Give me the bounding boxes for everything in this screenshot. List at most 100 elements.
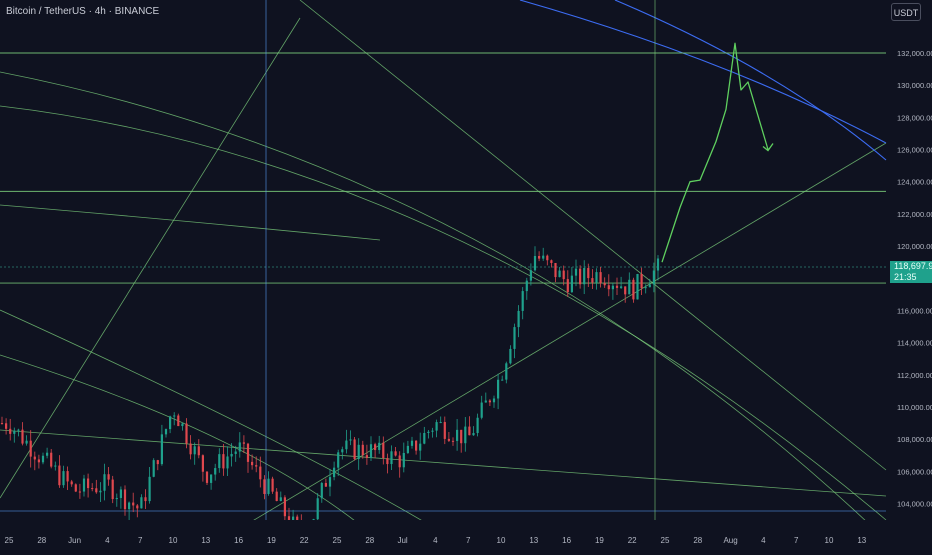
fan-line (0, 105, 887, 521)
candle (644, 287, 647, 289)
price-tick-label: 122,000.00 (897, 210, 932, 219)
candle (390, 451, 393, 465)
candle (357, 444, 360, 459)
time-tick-label: 13 (201, 536, 210, 545)
projection-arrowhead (762, 143, 774, 152)
candle (41, 455, 45, 463)
candle (152, 460, 155, 477)
time-tick-label: 4 (105, 536, 110, 545)
candle (275, 491, 278, 502)
candle (374, 444, 377, 451)
price-tick-label: 114,000.00 (897, 339, 932, 348)
candle (341, 449, 344, 453)
time-tick-label: 22 (300, 536, 309, 545)
time-tick-label: Aug (723, 536, 737, 545)
candle (648, 284, 651, 288)
candle (218, 454, 221, 469)
time-tick-label: 7 (794, 536, 799, 545)
candle (415, 440, 418, 451)
fan-line (0, 71, 887, 541)
channel-line (614, 0, 887, 161)
candle (177, 415, 180, 427)
candle (542, 255, 545, 259)
candle (447, 438, 450, 441)
candle (570, 275, 573, 293)
candle (324, 483, 327, 487)
candle (222, 454, 225, 469)
time-tick-label: 28 (37, 536, 46, 545)
candle (378, 442, 381, 451)
candle (652, 270, 655, 285)
candle (259, 466, 262, 480)
price-tick-label: 116,000.00 (897, 306, 932, 315)
candle (382, 442, 385, 459)
price-tick-label: 106,000.00 (897, 467, 932, 476)
time-tick-label: 4 (433, 536, 438, 545)
candle (91, 488, 94, 490)
candle (574, 268, 578, 276)
vertical-lines (265, 0, 656, 520)
fan-lines (0, 0, 887, 551)
time-tick-label: 19 (267, 536, 276, 545)
candle (628, 279, 631, 295)
candle (345, 440, 348, 450)
candle (583, 268, 586, 285)
candle (353, 439, 356, 459)
candle (464, 426, 467, 444)
price-tick-label: 120,000.00 (897, 242, 932, 251)
time-tick-label: 25 (661, 536, 670, 545)
price-tick-label: 108,000.00 (897, 435, 932, 444)
candle (128, 502, 131, 510)
time-tick-label: 10 (497, 536, 506, 545)
candle (5, 423, 8, 429)
countdown-timer: 21:35 (894, 272, 917, 282)
candle (54, 465, 57, 467)
candle (611, 285, 614, 290)
candle (386, 458, 389, 465)
candle (82, 478, 86, 492)
price-tick-label: 132,000.00 (897, 49, 932, 58)
candle (328, 477, 332, 487)
candle (169, 416, 172, 430)
candle (136, 505, 139, 509)
candle (484, 400, 487, 403)
time-axis[interactable]: 25 28 Jun 4 7 10 13 16 19 22 25 28 Jul 4 7 10 13 16 19 22 25… (0, 520, 932, 550)
time-tick-label: 25 (333, 536, 342, 545)
candle (562, 270, 565, 280)
candle (451, 440, 455, 442)
price-tick-label: 128,000.00 (897, 113, 932, 122)
price-tick-label: 130,000.00 (897, 81, 932, 90)
projection-path (661, 42, 774, 263)
candle (529, 270, 532, 281)
currency-button[interactable]: USDT (891, 3, 921, 21)
candle (58, 465, 61, 486)
price-tick-label: 112,000.00 (897, 371, 932, 380)
candle (517, 310, 520, 328)
candle (349, 439, 352, 441)
price-tick-label: 110,000.00 (897, 403, 932, 412)
candle (17, 429, 20, 431)
candle (181, 423, 184, 427)
projection-line (661, 42, 769, 263)
candle (267, 478, 270, 494)
candle (398, 455, 401, 468)
candle (103, 474, 106, 491)
candle (132, 502, 135, 506)
candle (435, 422, 438, 431)
candle (205, 471, 209, 483)
candle (497, 379, 500, 399)
candle (501, 379, 504, 381)
candle (0, 423, 4, 425)
candle (156, 460, 159, 465)
candle (140, 497, 143, 509)
candle (587, 268, 590, 279)
candle (591, 278, 594, 283)
time-axis-bg (0, 520, 932, 550)
candle (9, 428, 12, 434)
candle (632, 279, 635, 300)
candle (333, 467, 336, 478)
time-tick-label: 7 (466, 536, 471, 545)
